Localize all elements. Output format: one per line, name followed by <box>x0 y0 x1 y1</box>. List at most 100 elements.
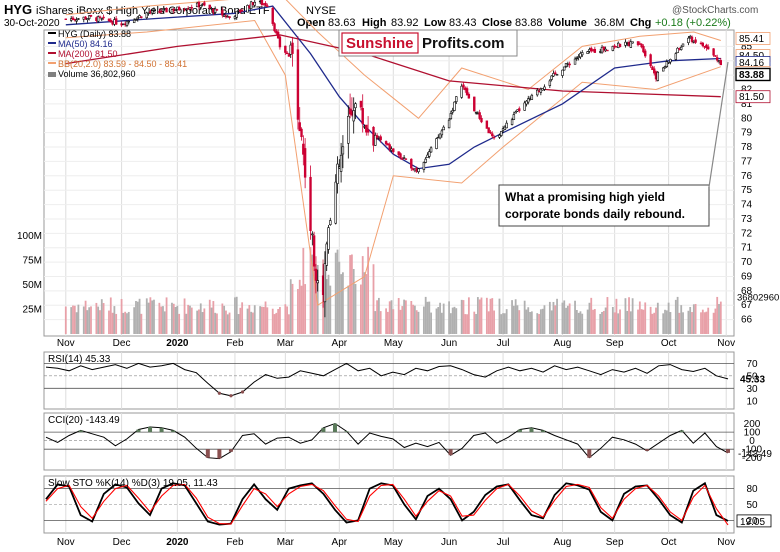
volume-bar <box>489 298 492 334</box>
candle-body <box>606 49 609 52</box>
candle-body <box>593 48 597 53</box>
candle-body <box>77 18 80 20</box>
volume-bar <box>176 305 179 334</box>
candle-body <box>694 39 697 43</box>
legend-swatch-ma50 <box>48 42 56 44</box>
annotation-arrow <box>708 61 729 188</box>
volume-bar <box>694 303 697 334</box>
price-tick-label: 78 <box>741 142 753 153</box>
x-tick-label: Jul <box>497 537 510 548</box>
volume-value-tag: 36802960 <box>737 293 779 304</box>
volume-bar <box>297 289 299 334</box>
candle-body <box>89 15 93 17</box>
candle-body <box>284 45 287 53</box>
candle-body <box>550 75 553 80</box>
volume-bar <box>340 274 343 334</box>
volume-bar <box>90 306 92 334</box>
rsi-tick-label: 70 <box>746 359 758 370</box>
volume-bar <box>261 306 263 334</box>
volume-bar <box>252 312 254 334</box>
candle-body <box>199 5 202 8</box>
candle-body <box>152 9 156 12</box>
volume-bar <box>548 301 551 334</box>
candle-body <box>102 16 105 19</box>
candle-body <box>384 141 388 145</box>
candle-body <box>404 158 408 160</box>
x-tick-label: Mar <box>277 537 295 548</box>
volume-bar <box>590 297 593 334</box>
volume-bar <box>234 297 236 334</box>
candle-body <box>498 134 501 138</box>
candle-body <box>665 61 669 67</box>
candle-body <box>208 4 211 9</box>
candle-body <box>336 163 339 184</box>
volume-bar <box>199 303 202 334</box>
candle-body <box>460 85 463 98</box>
candle-body <box>573 58 577 65</box>
candle-body <box>271 7 274 24</box>
volume-bar <box>703 312 706 334</box>
rsi-value-tag: 45.33 <box>740 375 765 386</box>
x-tick-label: Sep <box>606 338 624 349</box>
candle-body <box>402 157 406 159</box>
volume-bar <box>221 303 224 334</box>
rsi-oversold-mark <box>217 391 221 395</box>
volume-bar <box>275 312 278 334</box>
volume-bar <box>626 310 629 334</box>
volume-bar <box>638 301 641 334</box>
volume-bar <box>604 307 607 334</box>
volume-bar <box>525 309 528 334</box>
close-label: Close <box>482 17 512 29</box>
volume-bar <box>111 312 114 334</box>
candle-body <box>341 146 345 155</box>
candle-body <box>323 263 327 303</box>
candle-body <box>440 130 444 136</box>
candle-body <box>114 18 118 25</box>
candle-body <box>240 10 244 12</box>
price-tag-box <box>735 32 771 45</box>
volume-bar <box>250 311 253 334</box>
volume-bar <box>550 310 553 334</box>
candle-body <box>73 18 76 21</box>
candle-body <box>651 66 654 70</box>
volume-bar <box>225 310 227 334</box>
candle-body <box>681 43 685 47</box>
price-tick-label: 77 <box>741 156 753 167</box>
exchange: NYSE <box>306 5 336 17</box>
candle-body <box>392 148 395 153</box>
volume-bar <box>493 310 495 334</box>
volume-bar <box>325 279 328 334</box>
candle-body <box>325 243 328 266</box>
candle-body <box>424 158 427 163</box>
legend-swatch-bb <box>48 62 56 64</box>
x-tick-label: Nov <box>57 338 75 349</box>
volume-bar <box>577 312 580 334</box>
price-legend: HYG (Daily) 83.88 MA(50) 84.16 MA(200) 8… <box>48 29 187 79</box>
candle-body <box>273 23 276 32</box>
volume-bar <box>453 306 456 334</box>
candle-body <box>447 119 451 129</box>
volume-bar <box>302 247 305 334</box>
volume-bar <box>588 302 591 334</box>
candle-body <box>87 15 91 19</box>
price-tag: 85.41 <box>739 34 764 45</box>
volume-bar <box>676 296 679 334</box>
volume-bar <box>615 298 618 334</box>
volume-bar <box>640 309 643 334</box>
rsi-tick-label: 10 <box>746 396 758 407</box>
volume-bar <box>273 314 276 334</box>
volume-bar <box>135 300 137 334</box>
volume-bar <box>352 268 355 334</box>
chg-value: +0.18 (+0.22%) <box>655 17 731 29</box>
legend-swatch-price <box>48 32 56 34</box>
volume-bar <box>70 307 73 334</box>
volume-bar <box>64 306 67 334</box>
volume-bar <box>75 312 78 334</box>
volume-bar <box>171 302 173 334</box>
volume-bar <box>637 309 639 334</box>
volume-bar <box>241 302 244 334</box>
volume-bar <box>235 296 238 334</box>
candle-body <box>397 151 400 155</box>
rsi-title: RSI(14) 45.33 <box>48 354 111 365</box>
volume-bar <box>203 308 206 334</box>
